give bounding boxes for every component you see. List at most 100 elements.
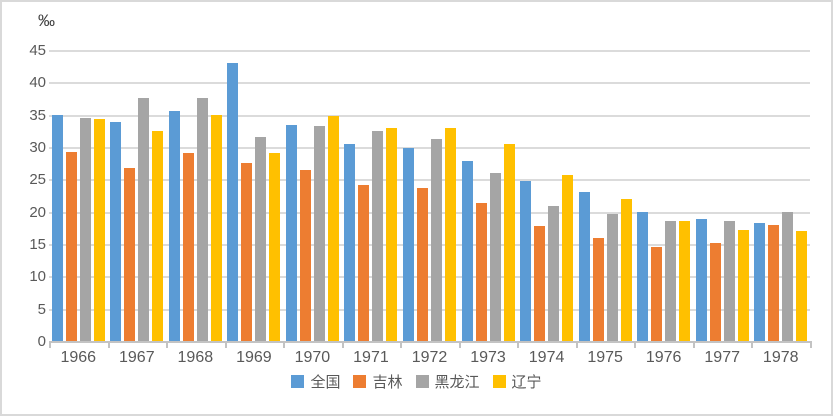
bar — [651, 247, 663, 341]
bar — [313, 126, 325, 341]
bar — [520, 181, 532, 341]
bar — [372, 131, 384, 341]
y-axis-tick-label: 20 — [29, 204, 46, 221]
bar — [402, 148, 414, 341]
y-axis-tick-label: 25 — [29, 171, 46, 188]
bar — [503, 144, 515, 341]
bar-group — [49, 50, 108, 341]
x-axis-label: 1969 — [236, 349, 272, 366]
bar — [93, 119, 105, 341]
x-axis-tick — [576, 341, 578, 348]
bar — [637, 212, 649, 341]
x-axis-tick — [108, 341, 110, 348]
bar — [110, 122, 122, 341]
x-axis-label: 1971 — [353, 349, 389, 366]
x-axis-tick — [459, 341, 461, 348]
gridline — [49, 276, 810, 278]
bar — [620, 199, 632, 341]
legend-label: 辽宁 — [511, 374, 542, 391]
y-axis-tick-label: 15 — [29, 236, 46, 253]
x-axis-label: 1977 — [704, 349, 740, 366]
bar — [51, 115, 63, 341]
bar — [709, 243, 721, 341]
bar — [461, 161, 473, 341]
y-axis-tick-label: 10 — [29, 268, 46, 285]
bar — [606, 214, 618, 341]
x-axis-label: 1967 — [119, 349, 155, 366]
bar — [665, 221, 677, 341]
x-axis-tick — [634, 341, 636, 348]
bar — [782, 212, 794, 341]
bar — [358, 185, 370, 341]
gridline — [49, 179, 810, 181]
x-axis-label: 1966 — [60, 349, 97, 366]
bar — [196, 98, 208, 341]
bar — [168, 111, 180, 341]
x-axis-label: 1975 — [587, 349, 623, 366]
x-axis-label: 1974 — [528, 349, 565, 366]
bar — [344, 144, 356, 341]
x-axis-label: 1973 — [470, 349, 506, 366]
bar — [430, 139, 442, 341]
bar — [796, 231, 808, 341]
legend-item: 全国 — [291, 371, 340, 392]
bar — [386, 128, 398, 341]
bar — [255, 137, 267, 341]
x-axis-tick — [225, 341, 227, 348]
bar — [444, 128, 456, 341]
gridline — [49, 82, 810, 84]
bar — [124, 168, 136, 341]
bar — [79, 118, 91, 341]
bar — [754, 223, 766, 341]
x-axis-label: 1978 — [762, 349, 799, 366]
x-axis-line — [49, 341, 812, 343]
x-axis-tick — [166, 341, 168, 348]
bar — [534, 226, 546, 341]
bar-group — [634, 50, 693, 341]
bar — [182, 153, 194, 341]
gridline — [49, 147, 810, 149]
bar — [327, 116, 339, 341]
legend-item: 辽宁 — [492, 371, 542, 392]
bar-group — [108, 50, 167, 341]
bar — [285, 125, 297, 341]
x-axis-label: 1970 — [294, 349, 331, 366]
legend-swatch-icon — [492, 375, 506, 388]
x-axis-tick — [751, 341, 753, 348]
bar — [152, 131, 164, 341]
legend-swatch-icon — [415, 375, 429, 388]
bar — [227, 63, 239, 341]
bar — [269, 153, 281, 341]
gridline — [49, 115, 810, 117]
bar — [578, 192, 590, 341]
bar — [416, 188, 428, 341]
legend-item: 吉林 — [353, 371, 403, 392]
bar-group — [576, 50, 635, 341]
gridline — [49, 244, 810, 246]
x-axis-label: 1968 — [177, 349, 214, 366]
bar — [679, 221, 691, 341]
legend: 全国 吉林 黑龙江 辽宁 — [2, 371, 831, 392]
bar — [475, 203, 487, 341]
bar — [768, 225, 780, 341]
bar-group — [751, 50, 810, 341]
legend-swatch-icon — [291, 375, 305, 388]
legend-swatch-icon — [353, 375, 367, 388]
bar — [737, 230, 749, 341]
x-axis-label: 1972 — [411, 349, 448, 366]
x-axis-tick — [693, 341, 695, 348]
bar — [299, 170, 311, 341]
bar — [65, 152, 77, 341]
bar — [723, 221, 735, 341]
y-axis-tick-label: 35 — [29, 107, 46, 124]
bar — [562, 175, 574, 341]
x-axis-tick — [810, 341, 812, 348]
x-axis-tick — [49, 341, 51, 348]
gridline — [49, 50, 810, 52]
bar-group — [225, 50, 284, 341]
y-axis-tick-label: 5 — [37, 301, 46, 318]
bar-group — [693, 50, 752, 341]
bar — [695, 219, 707, 341]
x-axis-tick — [517, 341, 519, 348]
